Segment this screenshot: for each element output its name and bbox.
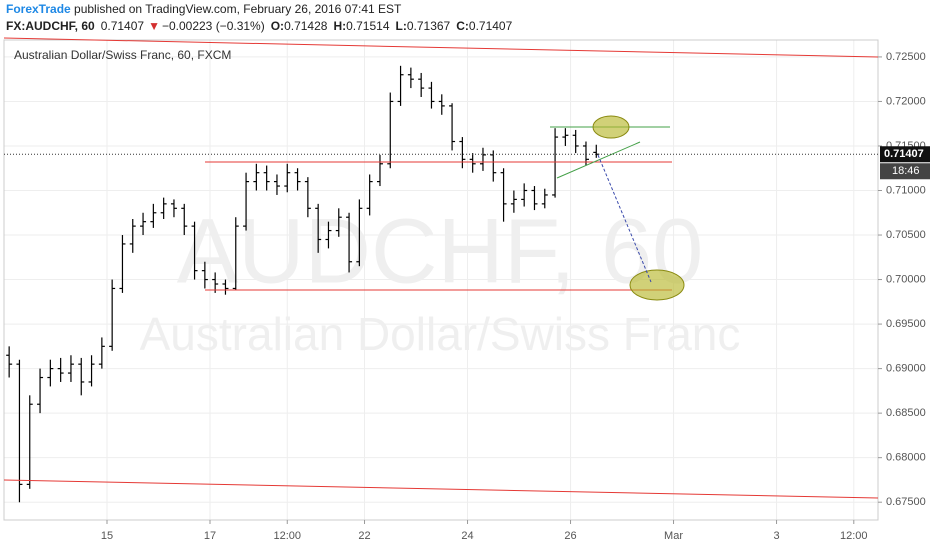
y-tick-label: 0.70500 <box>886 229 926 241</box>
axes: 0.67500 0.68000 0.68500 0.69000 0.69500 0.700… <box>4 51 930 542</box>
y-tick-label: 0.69500 <box>886 318 926 330</box>
last-price-label: 0.71407 <box>884 148 924 160</box>
bars <box>6 65 600 503</box>
x-tick-label: 24 <box>461 530 473 542</box>
y-tick-label: 0.70000 <box>886 273 926 285</box>
publisher: ForexTrade <box>6 2 71 16</box>
channel-bottom <box>3 479 879 499</box>
target-ellipse <box>592 115 630 139</box>
y-tick-label: 0.68000 <box>886 452 926 464</box>
x-tick-label: 17 <box>204 530 216 542</box>
x-tick-label: 15 <box>101 530 113 542</box>
change-arrow: ▼ <box>148 19 160 33</box>
x-tick-label: 3 <box>773 530 779 542</box>
open-label: O: <box>271 19 284 33</box>
y-tick-label: 0.71000 <box>886 184 926 196</box>
close-label: C: <box>456 19 469 33</box>
x-tick-label: Mar <box>664 530 683 542</box>
published: published on TradingView.com, February 2… <box>71 2 402 16</box>
x-tick-label: 22 <box>358 530 370 542</box>
last-price: 0.71407 <box>101 19 145 33</box>
x-tick-label: 12:00 <box>840 530 868 542</box>
y-tick-label: 0.68500 <box>886 407 926 419</box>
change: −0.00223 (−0.31%) <box>162 19 265 33</box>
last-price-box <box>880 146 930 163</box>
y-tick-label: 0.67500 <box>886 496 926 508</box>
low-value: 0.71367 <box>407 19 451 33</box>
target-ellipse <box>629 269 685 301</box>
high-value: 0.71514 <box>346 19 390 33</box>
green-trend-line <box>556 141 641 179</box>
drawings <box>3 37 879 499</box>
watermark-sub: Australian Dollar/Swiss Franc <box>140 308 741 360</box>
symbol: FX:AUDCHF, 60 <box>6 19 95 33</box>
x-tick-label: 12:00 <box>273 530 301 542</box>
y-tick-label: 0.72000 <box>886 95 926 107</box>
open-value: 0.71428 <box>284 19 328 33</box>
high-label: H: <box>333 19 346 33</box>
watermark: AUDCHF, 60 <box>177 200 704 302</box>
symbol-line: FX:AUDCHF, 60 0.71407 ▼ −0.00223 (−0.31%) O:… <box>6 19 513 33</box>
projection-arrow <box>597 154 652 283</box>
channel-top <box>3 37 879 58</box>
time-label: 18:46 <box>892 165 920 177</box>
close-value: 0.71407 <box>469 19 513 33</box>
time-box <box>880 163 930 180</box>
y-tick-label: 0.72500 <box>886 51 926 63</box>
chart-title: Australian Dollar/Swiss Franc, 60, FXCM <box>14 48 231 62</box>
header-line: ForexTrade published on TradingView.com,… <box>6 2 402 16</box>
y-tick-label: 0.69000 <box>886 363 926 375</box>
x-tick-label: 26 <box>564 530 576 542</box>
low-label: L: <box>396 19 407 33</box>
